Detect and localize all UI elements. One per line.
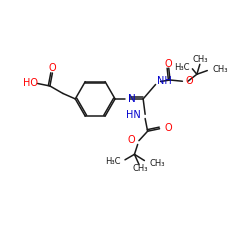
Text: H₃C: H₃C	[105, 157, 121, 166]
Text: H₃C: H₃C	[174, 63, 190, 72]
Text: CH₃: CH₃	[192, 55, 208, 64]
Text: CH₃: CH₃	[132, 164, 148, 173]
Text: O: O	[164, 123, 172, 133]
Text: O: O	[186, 76, 194, 86]
Text: N: N	[128, 94, 136, 104]
Text: O: O	[128, 135, 136, 145]
Text: O: O	[165, 58, 172, 68]
Text: O: O	[48, 63, 56, 73]
Text: NH: NH	[156, 76, 171, 86]
Text: HN: HN	[126, 110, 141, 120]
Text: CH₃: CH₃	[149, 158, 165, 168]
Text: HO: HO	[23, 78, 38, 88]
Text: CH₃: CH₃	[212, 65, 228, 74]
